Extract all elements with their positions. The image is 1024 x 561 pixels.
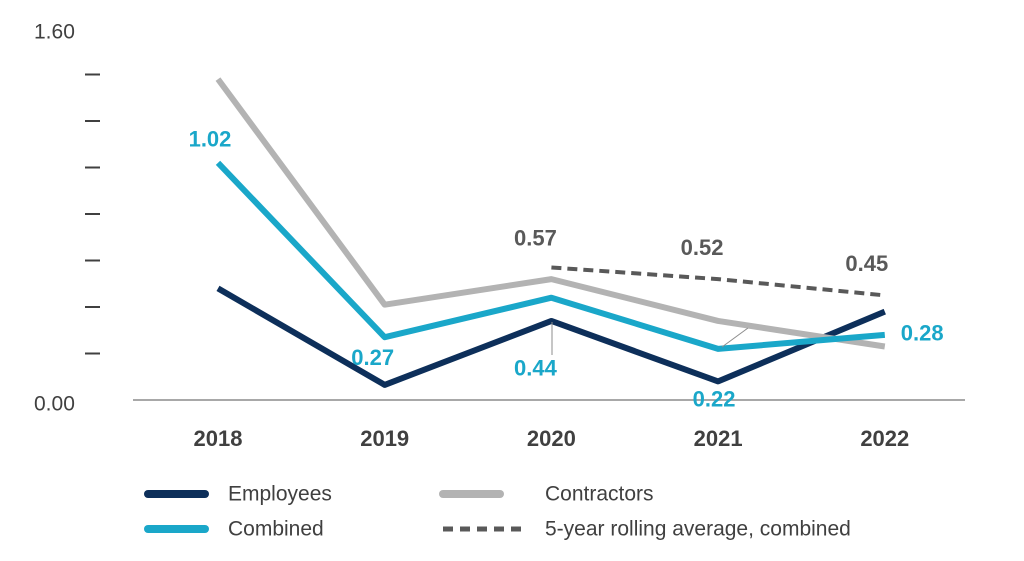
data-label: 1.02 — [189, 127, 232, 152]
x-tick-label: 2022 — [860, 426, 909, 451]
series-line — [216, 285, 886, 388]
series-line — [551, 265, 885, 298]
y-tick-label: 0.00 — [34, 393, 75, 416]
x-tick-label: 2019 — [360, 426, 409, 451]
series-line — [215, 77, 886, 350]
data-label: 0.27 — [351, 345, 394, 370]
series-line — [215, 160, 886, 352]
data-label: 0.22 — [693, 387, 736, 412]
legend-label: Contractors — [545, 483, 654, 506]
legend-label: 5-year rolling average, combined — [545, 518, 851, 541]
data-label: 0.28 — [901, 321, 944, 346]
data-label: 0.44 — [514, 356, 558, 381]
x-tick-label: 2018 — [194, 426, 243, 451]
x-tick-label: 2021 — [694, 426, 743, 451]
legend-label: Employees — [228, 483, 332, 506]
x-tick-label: 2020 — [527, 426, 576, 451]
legend-label: Combined — [228, 518, 324, 541]
data-label: 0.45 — [845, 251, 888, 276]
leader-line — [721, 327, 749, 348]
data-label: 0.52 — [681, 235, 724, 260]
y-tick-label: 1.60 — [34, 21, 75, 44]
data-label: 0.57 — [514, 225, 557, 250]
